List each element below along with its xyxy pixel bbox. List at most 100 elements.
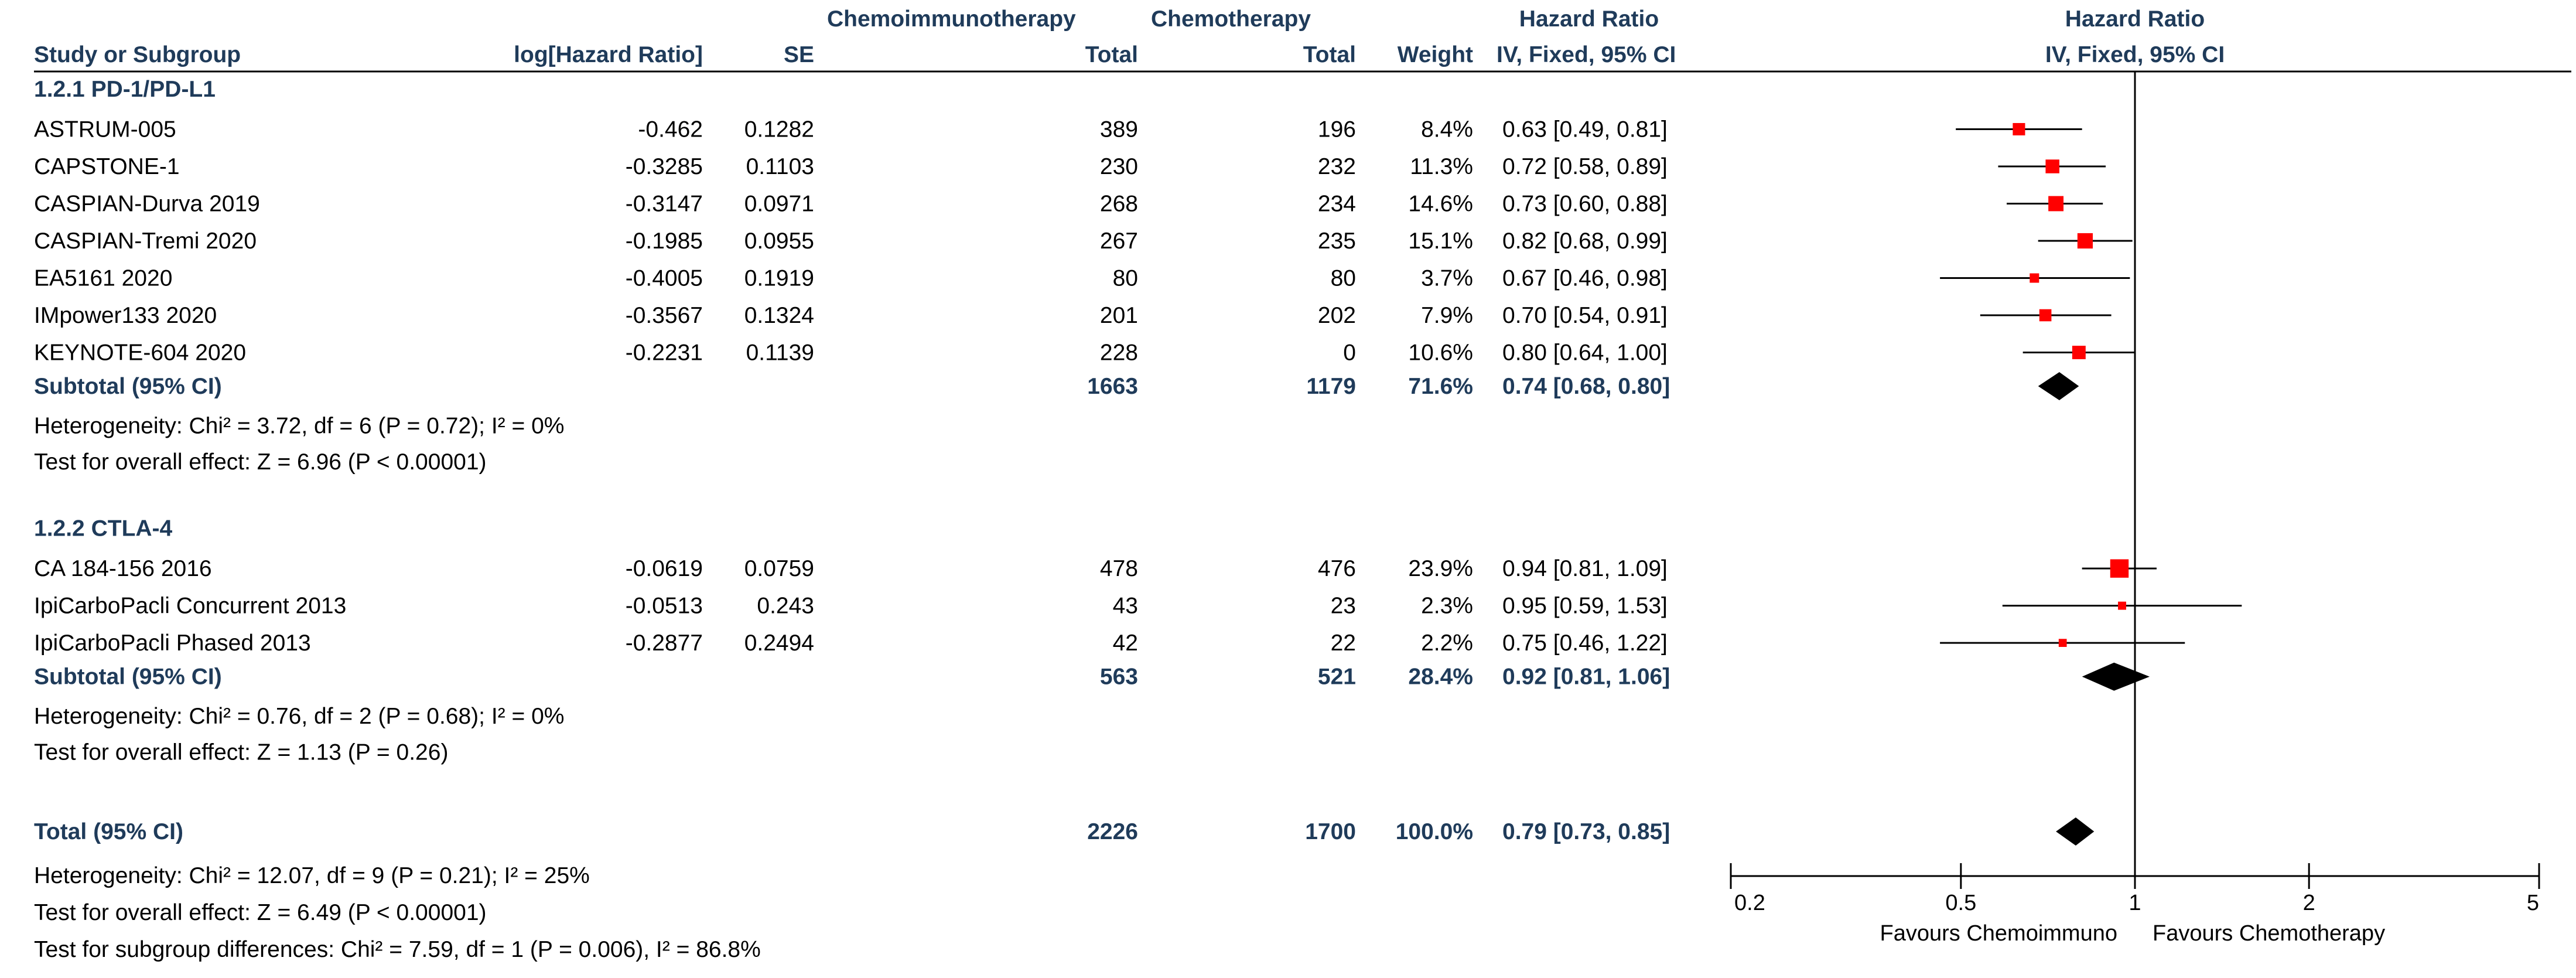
- study-row: IpiCarboPacli Concurrent 2013 -0.0513 0.24…: [34, 594, 1668, 619]
- study-marker: [2013, 122, 2025, 136]
- subtotal-row: Subtotal (95% CI) 1663 1179 71.6% 0.74 [0.68…: [34, 374, 1670, 399]
- study-name: CAPSTONE-1: [34, 154, 180, 179]
- ctl-total-header: Total: [1303, 42, 1356, 67]
- ctl-group-header: Chemotherapy: [1151, 6, 1311, 32]
- total-row: Total (95% CI) 2226 1700 100.0% 0.79 [0.73, …: [34, 819, 1670, 844]
- hr-ci-value: 0.80 [0.64, 1.00]: [1502, 340, 1668, 366]
- study-row: IMpower133 2020 -0.3567 0.1324 201 202 7.9% 0.…: [34, 303, 1668, 328]
- subtotal-row-weight: 28.4%: [1408, 665, 1473, 690]
- subtotal-row-diamond: [2082, 662, 2150, 691]
- study-row: CASPIAN-Durva 2019 -0.3147 0.0971 268 234 14.…: [34, 192, 1668, 217]
- total-overall-effect: Test for overall effect: Z = 6.49 (P < 0…: [34, 900, 487, 925]
- loghr-value: -0.462: [638, 117, 703, 142]
- study-marker: [2048, 196, 2064, 212]
- loghr-value: -0.2231: [626, 340, 703, 366]
- ctl-total-value: 235: [1318, 229, 1356, 254]
- study-marker: [2110, 559, 2129, 578]
- ctl-total-value: 202: [1318, 303, 1356, 328]
- hr-header: Hazard Ratio: [1519, 6, 1659, 32]
- loghr-value: -0.2877: [626, 631, 703, 656]
- weight-value: 11.3%: [1410, 154, 1473, 179]
- total-heterogeneity: Heterogeneity: Chi² = 12.07, df = 9 (P =…: [34, 863, 590, 888]
- loghr-value: -0.4005: [626, 266, 703, 291]
- se-header: SE: [784, 42, 814, 67]
- se-value: 0.1139: [746, 340, 814, 366]
- subtotal-row-label: Subtotal (95% CI): [34, 374, 222, 399]
- favours-left-label: Favours Chemoimmuno: [1880, 921, 2117, 946]
- exp-total-header: Total: [1085, 42, 1138, 67]
- study-name: CASPIAN-Durva 2019: [34, 192, 260, 217]
- study-marker: [2058, 639, 2067, 648]
- loghr-value: -0.3285: [626, 154, 703, 179]
- study-row: CAPSTONE-1 -0.3285 0.1103 230 232 11.3% 0.72 […: [34, 154, 1668, 179]
- weight-value: 2.3%: [1421, 594, 1473, 619]
- study-row: CASPIAN-Tremi 2020 -0.1985 0.0955 267 235 15.…: [34, 229, 1668, 254]
- se-value: 0.1324: [744, 303, 814, 328]
- hr-ci-value: 0.72 [0.58, 0.89]: [1502, 154, 1668, 179]
- total-row-diamond: [2056, 817, 2095, 846]
- subtotal-row-ctl-total: 1179: [1306, 374, 1356, 399]
- subtotal-row-exp-total: 563: [1100, 665, 1138, 690]
- study-name: IpiCarboPacli Phased 2013: [34, 631, 311, 656]
- overall-effect-text: Test for overall effect: Z = 6.96 (P < 0…: [34, 449, 487, 475]
- weight-value: 3.7%: [1421, 266, 1473, 291]
- hr-ci-value: 0.95 [0.59, 1.53]: [1502, 594, 1668, 619]
- subtotal-row-hr-ci: 0.92 [0.81, 1.06]: [1502, 665, 1670, 690]
- exp-total-value: 201: [1100, 303, 1138, 328]
- subtotal-row-diamond: [2038, 372, 2079, 400]
- se-value: 0.2494: [744, 631, 814, 656]
- study-marker: [2039, 309, 2052, 322]
- subgroup-label: 1.2.2 CTLA-4: [34, 516, 173, 541]
- se-value: 0.243: [757, 594, 814, 619]
- ctl-total-value: 80: [1331, 266, 1356, 291]
- total-row-ctl-total: 1700: [1305, 819, 1356, 844]
- study-name: CASPIAN-Tremi 2020: [34, 229, 257, 254]
- exp-group-header: Chemoimmunotherapy: [827, 6, 1076, 32]
- axis-tick-label: 2: [2303, 891, 2315, 915]
- weight-value: 10.6%: [1408, 340, 1473, 366]
- heterogeneity-text: Heterogeneity: Chi² = 0.76, df = 2 (P = …: [34, 704, 564, 729]
- hr-ci-value: 0.94 [0.81, 1.09]: [1502, 556, 1668, 581]
- exp-total-value: 80: [1113, 266, 1138, 291]
- hr-ci-value: 0.70 [0.54, 0.91]: [1502, 303, 1668, 328]
- ctl-total-value: 0: [1343, 340, 1356, 366]
- axis-tick-label: 5: [2527, 891, 2539, 915]
- axis-tick-label: 1: [2129, 891, 2141, 915]
- subtotal-row-hr-ci: 0.74 [0.68, 0.80]: [1502, 374, 1670, 399]
- loghr-value: -0.3147: [626, 192, 703, 217]
- study-name: IpiCarboPacli Concurrent 2013: [34, 594, 346, 619]
- hr-ci-value: 0.63 [0.49, 0.81]: [1502, 117, 1668, 142]
- study-marker: [2072, 346, 2086, 359]
- subtotal-row-exp-total: 1663: [1087, 374, 1138, 399]
- exp-total-value: 389: [1100, 117, 1138, 142]
- loghr-header: log[Hazard Ratio]: [514, 42, 703, 67]
- ctl-total-value: 196: [1318, 117, 1356, 142]
- se-value: 0.1103: [746, 154, 814, 179]
- study-marker: [2077, 233, 2093, 249]
- axis-tick-label: 0.2: [1734, 891, 1765, 915]
- exp-total-value: 42: [1113, 631, 1138, 656]
- ctl-total-value: 23: [1331, 594, 1356, 619]
- study-marker: [2118, 601, 2126, 610]
- exp-total-value: 43: [1113, 594, 1138, 619]
- total-row-weight: 100.0%: [1396, 819, 1473, 844]
- subgroup-label: 1.2.1 PD-1/PD-L1: [34, 77, 216, 102]
- study-row: ASTRUM-005 -0.462 0.1282 389 196 8.4% 0.63 [0.…: [34, 117, 1668, 142]
- study-row: EA5161 2020 -0.4005 0.1919 80 80 3.7% 0.67 [0.…: [34, 266, 1668, 291]
- weight-value: 14.6%: [1408, 192, 1473, 217]
- loghr-value: -0.0619: [626, 556, 703, 581]
- loghr-value: -0.3567: [626, 303, 703, 328]
- total-row-hr-ci: 0.79 [0.73, 0.85]: [1502, 819, 1670, 844]
- ctl-total-value: 22: [1331, 631, 1356, 656]
- hr-ci-value: 0.75 [0.46, 1.22]: [1502, 631, 1668, 656]
- study-name: EA5161 2020: [34, 266, 172, 291]
- weight-value: 2.2%: [1421, 631, 1473, 656]
- x-axis: 0.2 0.5 1 2 5 Favours Chemoimmuno Favours Chem…: [1730, 863, 2540, 946]
- exp-total-value: 230: [1100, 154, 1138, 179]
- exp-total-value: 478: [1100, 556, 1138, 581]
- study-row: CA 184-156 2016 -0.0619 0.0759 478 476 23.9% 0…: [34, 556, 1668, 581]
- weight-header: Weight: [1398, 42, 1473, 67]
- total-row-exp-total: 2226: [1087, 819, 1138, 844]
- plot-method-header: IV, Fixed, 95% CI: [2045, 42, 2225, 67]
